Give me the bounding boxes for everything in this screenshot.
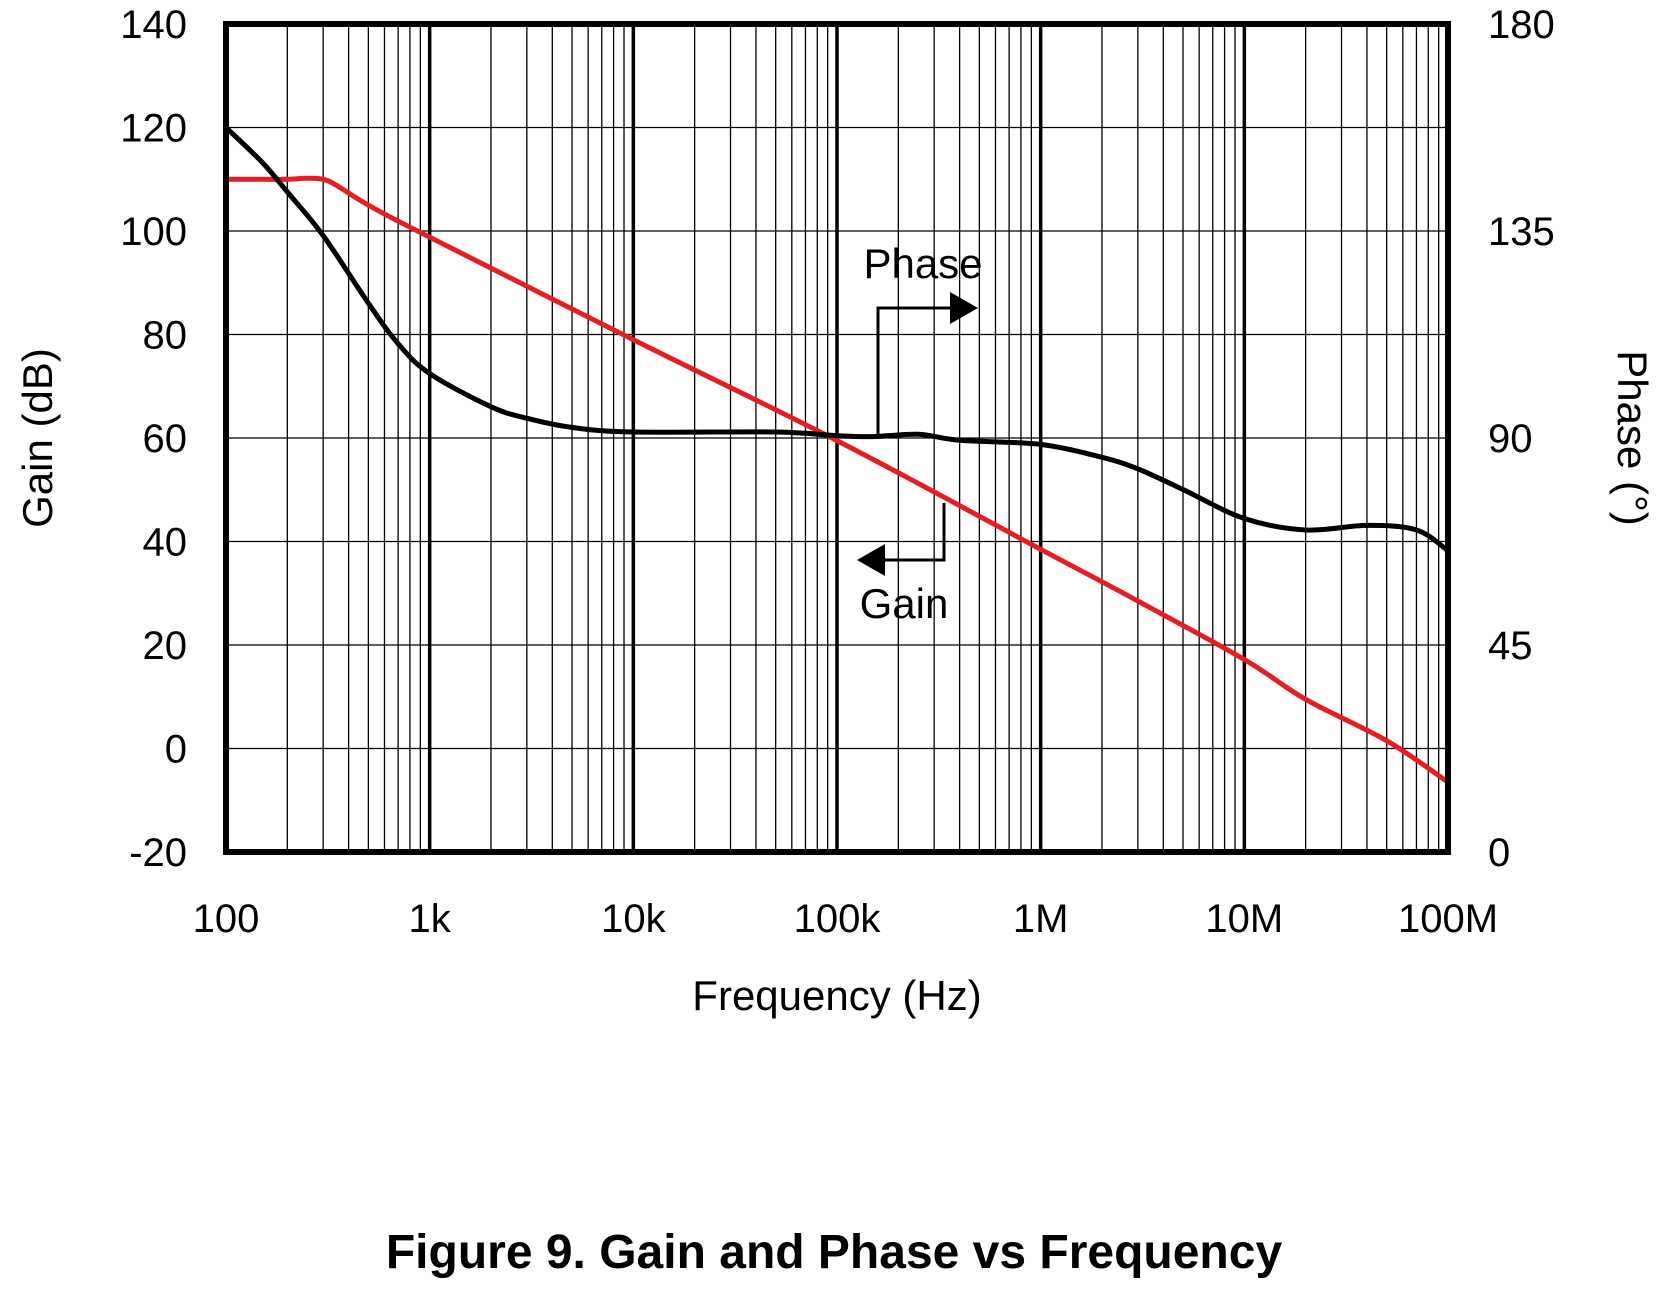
gain-annotation-label: Gain: [860, 580, 949, 627]
x-tick-label: 10k: [601, 897, 666, 941]
y-left-tick-label: 40: [143, 521, 188, 565]
x-axis-label: Frequency (Hz): [692, 972, 981, 1019]
y-left-tick-label: 100: [120, 210, 187, 254]
y-right-tick-label: 45: [1488, 624, 1533, 668]
phase-annotation-arrowhead: [950, 292, 978, 324]
x-tick-label: 1k: [409, 897, 452, 941]
x-tick-label: 1M: [1013, 897, 1069, 941]
y-axis-left-label: Gain (dB): [14, 348, 61, 528]
x-tick-label: 100M: [1398, 897, 1498, 941]
y-left-tick-label: 60: [143, 417, 188, 461]
plot-frame: [223, 21, 1451, 855]
gain-annotation-arrowhead: [857, 544, 885, 576]
y-axis-right-label: Phase (°): [1609, 350, 1656, 526]
figure-caption: Figure 9. Gain and Phase vs Frequency: [385, 1226, 1283, 1279]
y-right-tick-label: 90: [1488, 417, 1533, 461]
x-tick-label: 10M: [1205, 897, 1283, 941]
y-left-tick-label: 80: [143, 314, 188, 358]
y-right-tick-label: 135: [1488, 210, 1555, 254]
y-left-tick-label: 120: [120, 107, 187, 151]
series-layer: [224, 125, 1450, 785]
y-left-tick-label: -20: [129, 831, 187, 875]
gain-series-line: [226, 175, 1450, 785]
y-right-tick-label: 180: [1488, 3, 1555, 47]
y-right-tick-label: 0: [1488, 831, 1510, 875]
y-left-tick-label: 20: [143, 624, 188, 668]
phase-annotation-label: Phase: [863, 240, 982, 287]
x-tick-label: 100k: [794, 897, 882, 941]
phase-series-line: [224, 125, 1450, 553]
y-left-tick-label: 0: [165, 728, 187, 772]
gain-annotation-arrow-line: [885, 503, 946, 562]
x-tick-label: 100: [193, 897, 260, 941]
tick-labels: 100 1k 10k 100k 1M 10M 100M -20 0 20 40 60 80 100 120 1…: [120, 3, 1555, 941]
phase-annotation-arrow-line: [876, 306, 950, 437]
grid: [226, 24, 1448, 852]
y-left-tick-label: 140: [120, 3, 187, 47]
